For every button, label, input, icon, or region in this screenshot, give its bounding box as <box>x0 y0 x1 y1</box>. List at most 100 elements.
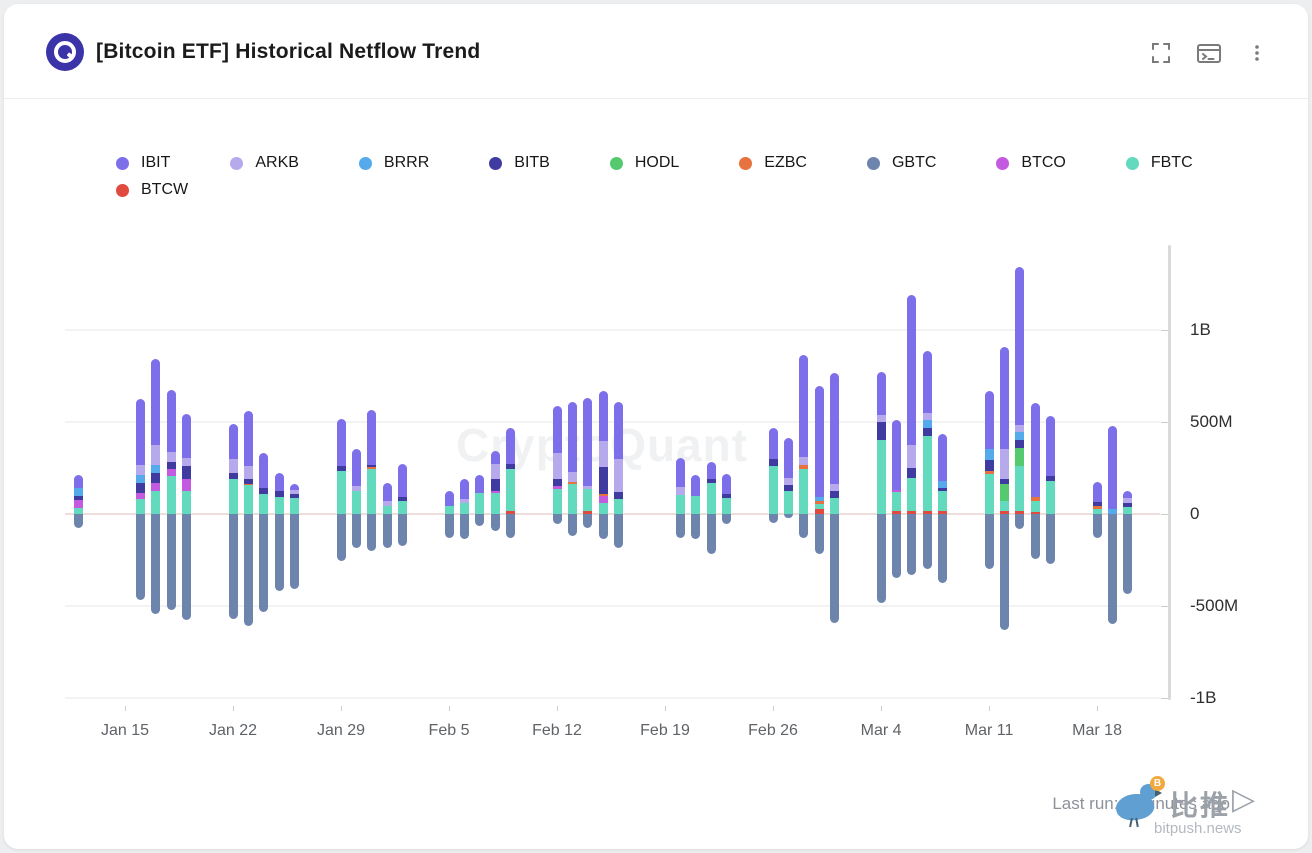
bar-segment-ibit-mar-8[interactable] <box>938 433 948 481</box>
bar-segment-fbtc-jan-19[interactable] <box>182 491 192 514</box>
bar-segment-ezbc-mar-18[interactable] <box>1092 505 1102 510</box>
bar-segment-ibit-jan-31[interactable] <box>367 410 377 466</box>
bar-segment-ezbc-feb-15[interactable] <box>598 493 608 496</box>
bar-segment-arkb-feb-6[interactable] <box>459 499 469 503</box>
bar-segment-ibit-feb-23[interactable] <box>722 473 732 494</box>
bar-segment-ibit-feb-5[interactable] <box>444 491 454 506</box>
bar-segment-gbtc-jan-24[interactable] <box>259 514 269 612</box>
bar-segment-ibit-jan-12[interactable] <box>74 475 84 489</box>
bar-segment-fbtc-feb-26[interactable] <box>768 466 778 514</box>
bar-segment-ibit-mar-18[interactable] <box>1092 481 1102 503</box>
bar-segment-gbtc-mar-15[interactable] <box>1046 514 1056 564</box>
bar-segment-fbtc-mar-4[interactable] <box>876 440 886 514</box>
bar-segment-fbtc-feb-15[interactable] <box>598 502 608 514</box>
bar-segment-ibit-jan-29[interactable] <box>336 419 346 467</box>
bar-segment-btco-feb-15[interactable] <box>598 495 608 503</box>
bar-segment-btco-jan-17[interactable] <box>151 482 161 491</box>
bar-segment-bitb-jan-26[interactable] <box>290 493 300 499</box>
bar-segment-gbtc-mar-7[interactable] <box>922 514 932 570</box>
bar-segment-arkb-mar-7[interactable] <box>922 412 932 421</box>
legend-item-arkb[interactable]: ARKB <box>230 154 299 172</box>
bar-segment-ibit-mar-19[interactable] <box>1108 425 1118 510</box>
legend-item-fbtc[interactable]: FBTC <box>1125 154 1193 172</box>
bar-segment-gbtc-jan-26[interactable] <box>290 514 300 589</box>
bar-segment-gbtc-mar-8[interactable] <box>938 514 948 583</box>
bar-segment-ezbc-feb-29[interactable] <box>814 501 824 504</box>
bar-segment-btcw-mar-12[interactable] <box>1000 511 1009 514</box>
bar-segment-bitb-feb-22[interactable] <box>706 479 716 483</box>
bar-segment-ibit-feb-7[interactable] <box>475 475 485 493</box>
bar-segment-gbtc-feb-7[interactable] <box>475 514 485 526</box>
bar-segment-btco-mar-5[interactable] <box>892 490 901 492</box>
bar-segment-ibit-feb-13[interactable] <box>567 401 577 472</box>
kebab-menu-icon[interactable] <box>1244 40 1270 66</box>
bar-segment-ibit-jan-17[interactable] <box>151 359 161 445</box>
bar-segment-brrr-mar-8[interactable] <box>938 480 948 489</box>
bar-segment-bitb-jan-18[interactable] <box>166 462 176 469</box>
bar-segment-fbtc-mar-20[interactable] <box>1123 506 1133 514</box>
bar-segment-arkb-jan-22[interactable] <box>228 458 238 473</box>
bar-segment-ibit-jan-19[interactable] <box>182 413 192 458</box>
bar-segment-gbtc-mar-11[interactable] <box>984 514 994 570</box>
bar-segment-fbtc-mar-1[interactable] <box>830 498 840 514</box>
bar-segment-bitb-jan-25[interactable] <box>274 491 284 497</box>
bar-segment-fbtc-jan-23[interactable] <box>243 485 253 514</box>
bar-segment-ibit-mar-1[interactable] <box>830 373 840 484</box>
bar-segment-fbtc-mar-11[interactable] <box>984 473 994 514</box>
bar-segment-fbtc-feb-8[interactable] <box>490 492 500 514</box>
bar-segment-gbtc-feb-28[interactable] <box>799 514 809 538</box>
bar-segment-ezbc-mar-11[interactable] <box>984 470 994 474</box>
legend-item-hodl[interactable]: HODL <box>609 154 679 172</box>
bar-segment-bitb-jan-23[interactable] <box>243 479 253 484</box>
bar-segment-fbtc-mar-14[interactable] <box>1030 501 1040 513</box>
bar-segment-bitb-feb-2[interactable] <box>398 496 408 502</box>
bar-segment-ibit-feb-21[interactable] <box>691 475 701 496</box>
bar-segment-bitb-feb-16[interactable] <box>614 491 624 500</box>
bar-segment-ibit-mar-11[interactable] <box>984 390 994 449</box>
bar-segment-ibit-feb-29[interactable] <box>814 386 824 497</box>
bar-segment-gbtc-feb-16[interactable] <box>614 514 624 549</box>
bar-segment-gbtc-jan-19[interactable] <box>182 514 192 620</box>
bar-segment-bitb-jan-19[interactable] <box>182 466 192 480</box>
bar-segment-btco-jan-19[interactable] <box>182 479 192 491</box>
bar-segment-arkb-mar-12[interactable] <box>1000 448 1009 480</box>
bar-segment-ibit-feb-15[interactable] <box>598 390 608 442</box>
bar-segment-btco-feb-8[interactable] <box>490 491 500 493</box>
bar-segment-fbtc-feb-28[interactable] <box>799 468 809 514</box>
fullscreen-icon[interactable] <box>1148 40 1174 66</box>
bar-segment-fbtc-mar-12[interactable] <box>1000 501 1009 512</box>
bar-segment-ibit-jan-23[interactable] <box>243 410 253 467</box>
bar-segment-btco-jan-12[interactable] <box>74 500 84 508</box>
bar-segment-gbtc-mar-19[interactable] <box>1108 514 1118 625</box>
bar-segment-bitb-mar-11[interactable] <box>984 459 994 471</box>
bar-segment-fbtc-mar-15[interactable] <box>1046 480 1056 514</box>
bar-segment-brrr-mar-11[interactable] <box>984 448 994 460</box>
bar-segment-gbtc-mar-12[interactable] <box>1000 514 1009 630</box>
bar-segment-btcw-feb-9[interactable] <box>506 511 516 514</box>
bar-segment-brrr-jan-16[interactable] <box>135 475 145 483</box>
bar-segment-arkb-feb-12[interactable] <box>552 453 562 480</box>
bar-segment-ibit-mar-13[interactable] <box>1015 267 1025 425</box>
bar-segment-fbtc-feb-2[interactable] <box>398 501 408 514</box>
bar-segment-gbtc-mar-13[interactable] <box>1015 514 1025 529</box>
bar-segment-bitb-jan-17[interactable] <box>151 472 161 483</box>
bar-segment-bitb-jan-22[interactable] <box>228 472 238 480</box>
bar-segment-btcw-mar-14[interactable] <box>1030 512 1040 514</box>
bar-segment-gbtc-feb-15[interactable] <box>598 514 608 539</box>
bar-segment-fbtc-mar-7[interactable] <box>922 435 932 512</box>
bar-segment-fbtc-jan-26[interactable] <box>290 498 300 514</box>
bar-segment-ibit-mar-14[interactable] <box>1030 402 1040 497</box>
bar-segment-arkb-jan-19[interactable] <box>182 457 192 467</box>
bar-segment-gbtc-feb-26[interactable] <box>768 514 778 524</box>
bar-segment-fbtc-feb-16[interactable] <box>614 499 624 514</box>
bar-segment-gbtc-jan-30[interactable] <box>351 514 361 549</box>
bar-segment-gbtc-jan-17[interactable] <box>151 514 161 615</box>
bar-segment-bitb-mar-6[interactable] <box>907 468 917 479</box>
bar-segment-arkb-jan-17[interactable] <box>151 445 161 466</box>
bar-segment-arkb-feb-14[interactable] <box>583 486 593 490</box>
bar-segment-ezbc-feb-13[interactable] <box>567 481 577 484</box>
bar-segment-gbtc-feb-2[interactable] <box>398 514 408 547</box>
bar-segment-arkb-jan-26[interactable] <box>290 490 300 494</box>
bar-segment-bitb-mar-7[interactable] <box>922 428 932 436</box>
bar-segment-ibit-jan-30[interactable] <box>351 448 361 487</box>
